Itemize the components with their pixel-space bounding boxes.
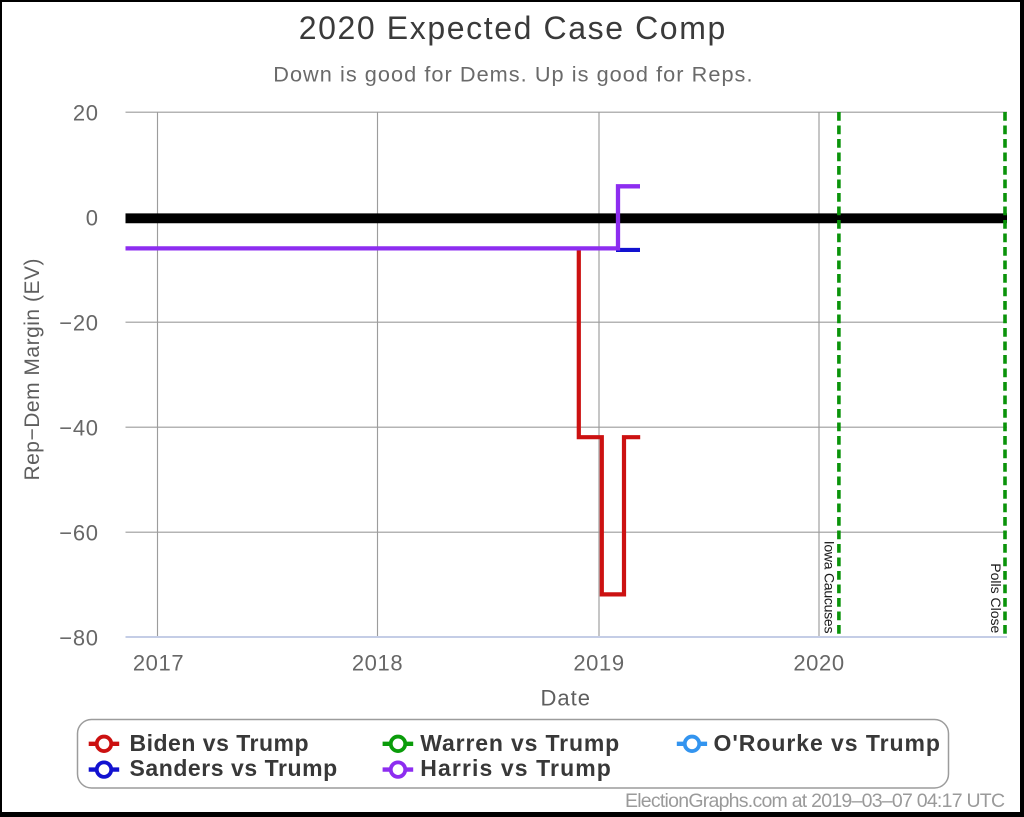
- svg-text:Harris vs Trump: Harris vs Trump: [420, 755, 612, 781]
- svg-text:O'Rourke vs Trump: O'Rourke vs Trump: [714, 730, 941, 756]
- svg-text:Down is good for Dems. Up is g: Down is good for Dems. Up is good for Re…: [273, 61, 753, 86]
- svg-text:2018: 2018: [352, 651, 403, 676]
- svg-text:2017: 2017: [133, 651, 184, 676]
- svg-text:−80: −80: [59, 626, 98, 651]
- svg-text:Rep−Dem Margin (EV): Rep−Dem Margin (EV): [21, 258, 44, 480]
- svg-text:Iowa Caucuses: Iowa Caucuses: [821, 541, 837, 634]
- svg-text:−20: −20: [59, 311, 98, 336]
- svg-text:20: 20: [73, 101, 99, 126]
- svg-text:ElectionGraphs.com at 2019–03–: ElectionGraphs.com at 2019–03–07 04:17 U…: [625, 790, 1005, 812]
- svg-text:0: 0: [86, 206, 99, 231]
- svg-text:Biden vs Trump: Biden vs Trump: [130, 730, 310, 756]
- svg-text:Sanders vs Trump: Sanders vs Trump: [130, 755, 338, 781]
- svg-text:−60: −60: [59, 521, 98, 546]
- svg-text:−40: −40: [59, 416, 98, 441]
- svg-text:Polls Close: Polls Close: [988, 563, 1004, 633]
- svg-text:2020 Expected Case Comp: 2020 Expected Case Comp: [299, 10, 727, 46]
- svg-text:Warren vs Trump: Warren vs Trump: [420, 730, 620, 756]
- svg-text:2020: 2020: [793, 651, 844, 676]
- svg-text:Date: Date: [541, 686, 591, 711]
- svg-text:2019: 2019: [573, 651, 624, 676]
